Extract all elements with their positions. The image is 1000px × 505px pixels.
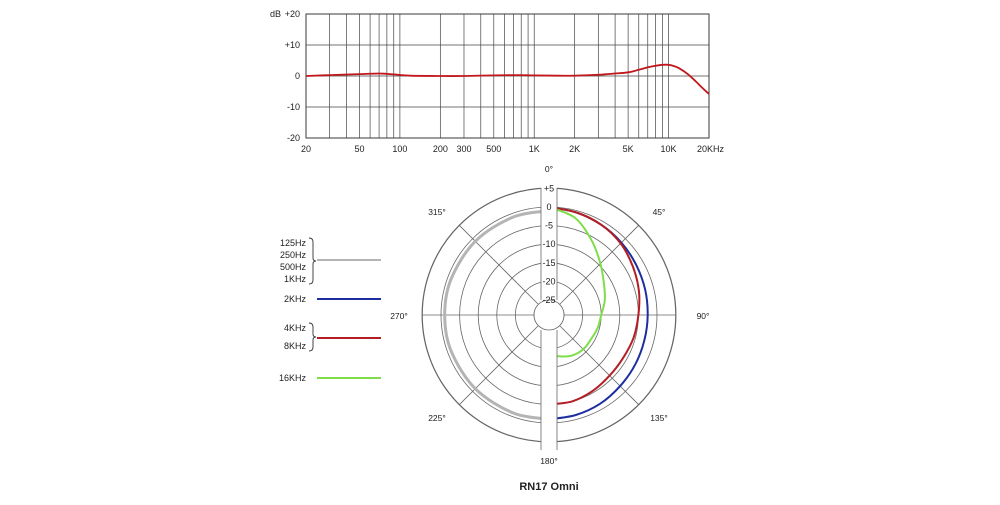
legend-label: 500Hz <box>280 262 307 272</box>
y-axis-label: dB <box>270 9 281 19</box>
polar-spoke <box>559 325 640 406</box>
polar-spoke <box>559 224 640 305</box>
polar-chart-title: RN17 Omni <box>519 481 578 493</box>
y-tick-label: +20 <box>285 9 300 19</box>
polar-spoke <box>458 325 539 406</box>
x-tick-label: 300 <box>456 144 471 154</box>
legend-label: 8KHz <box>284 341 307 351</box>
x-tick-label: 5K <box>623 144 634 154</box>
polar-ring-label: -15 <box>542 258 555 268</box>
polar-angle-label: 225° <box>428 413 446 423</box>
polar-ring-label: +5 <box>544 183 554 193</box>
polar-angle-label: 45° <box>653 207 666 217</box>
x-tick-label: 20KHz <box>697 144 725 154</box>
polar-curve <box>443 209 550 421</box>
polar-ring-label: 0 <box>546 202 551 212</box>
legend-label: 1KHz <box>284 274 307 284</box>
polar-ring-label: -20 <box>542 276 555 286</box>
legend-label: 125Hz <box>280 238 307 248</box>
polar-angle-label: 90° <box>697 311 710 321</box>
polar-angle-label: 315° <box>428 207 446 217</box>
frequency-response-line <box>305 63 710 95</box>
legend-label: 16KHz <box>279 373 307 383</box>
x-tick-label: 10K <box>661 144 677 154</box>
polar-ring-label: -10 <box>542 239 555 249</box>
legend-label: 4KHz <box>284 323 307 333</box>
polar-pattern-chart: +5 0 -5 -10 -15 -20 -25 0° 45° 90° 135° 180° 225° 270… <box>390 164 709 493</box>
polar-curve <box>548 206 606 358</box>
x-tick-label: 2K <box>569 144 580 154</box>
x-tick-label: 100 <box>392 144 407 154</box>
polar-angle-label: 0° <box>545 164 553 174</box>
y-tick-label: -10 <box>287 102 300 112</box>
polar-center <box>533 299 565 331</box>
polar-ring-label: -5 <box>545 221 553 231</box>
polar-curve <box>548 206 641 406</box>
polar-spoke <box>458 224 539 305</box>
x-tick-label: 1K <box>529 144 540 154</box>
y-tick-label: 0 <box>295 71 300 81</box>
legend-brace <box>308 322 317 352</box>
x-tick-label: 20 <box>301 144 311 154</box>
polar-angle-label: 180° <box>540 456 558 466</box>
y-tick-label: -20 <box>287 133 300 143</box>
polar-legend: 125Hz 250Hz 500Hz 1KHz 2KHz 4KHz 8KHz 16KHz <box>279 237 381 383</box>
frequency-response-chart: +20 +10 0 -10 -20 dB 20 50 100 200 300 500 1K 2K 5K 10K… <box>270 9 725 154</box>
x-tick-label: 500 <box>486 144 501 154</box>
polar-ring-label: -25 <box>542 295 555 305</box>
polar-angle-label: 270° <box>390 311 408 321</box>
x-tick-label: 50 <box>354 144 364 154</box>
legend-brace <box>308 237 317 285</box>
legend-label: 250Hz <box>280 250 307 260</box>
y-tick-label: +10 <box>285 40 300 50</box>
x-tick-label: 200 <box>433 144 448 154</box>
legend-label: 2KHz <box>284 294 307 304</box>
polar-angle-label: 135° <box>650 413 668 423</box>
